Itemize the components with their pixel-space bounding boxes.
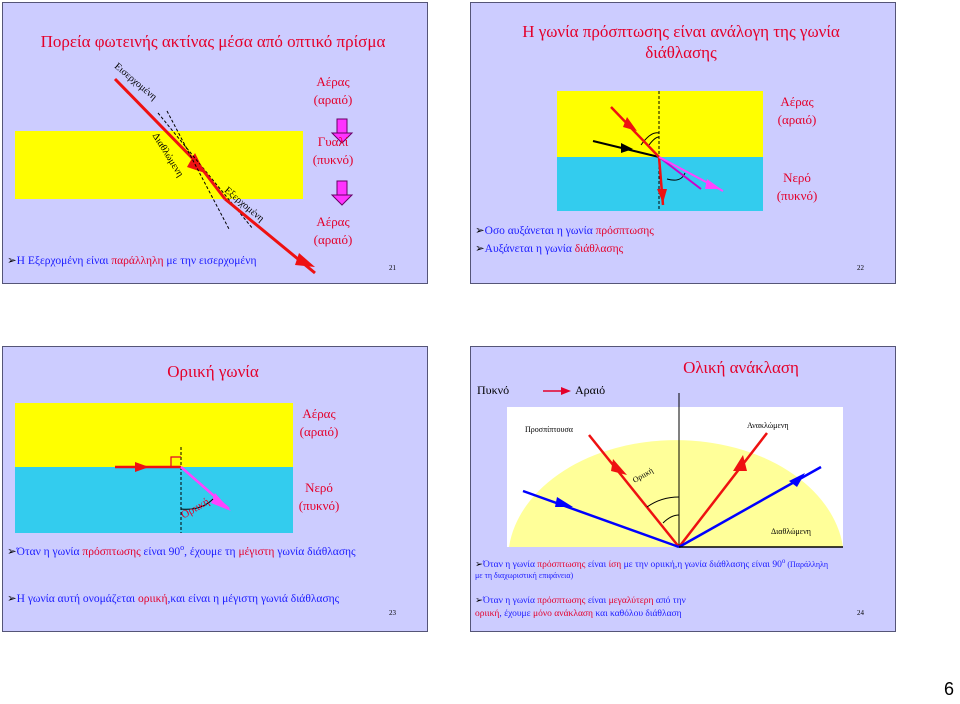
reflected-label: Ανακλώμενη [747, 421, 789, 430]
arrow-icon [295, 253, 315, 267]
incident-ray [588, 434, 680, 548]
bullet-greater-critical: ➢Όταν η γωνία πρόσπτωσης είναι μεγαλύτερ… [475, 596, 686, 606]
bullet-equal-critical: ➢Όταν η γωνία πρόσπτωσης είναι ίση με τη… [475, 557, 829, 571]
dense-label: Πυκνό [477, 383, 510, 397]
bullet-incidence: ➢Οσο αυξάνεται η γωνία πρόσπτωσης [475, 225, 654, 237]
page-number: 6 [943, 679, 954, 699]
water-label: Νερό (πυκνό) [298, 480, 340, 514]
bullet-refraction: ➢Αυξάνεται η γωνία διάθλασης [475, 243, 624, 255]
down-arrow-icon [336, 180, 348, 196]
air-label-top: Αέρας (αραιό) [313, 74, 353, 108]
slide-21-diagram [15, 77, 354, 275]
down-arrow-icon [336, 118, 348, 134]
slide-24: Ολική ανάκλαση Πυκνό Αραιό Προσπίπτουσα … [470, 346, 896, 632]
glass-layer [15, 131, 303, 199]
slide-number: 21 [389, 264, 396, 272]
arrow-right-icon [561, 387, 571, 395]
refracted-label: Διαθλώμενη [771, 527, 811, 536]
bullet-max-angle: ➢Όταν η γωνία πρόσπτωσης είναι 90ο, έχου… [7, 543, 356, 558]
bullet-greater-critical-line2: οριική, έχουμε μόνο ανάκλαση και καθόλου… [475, 609, 682, 619]
slide-24-title: Ολική ανάκλαση [683, 358, 799, 377]
half-disc [509, 440, 843, 547]
air-layer [15, 403, 293, 467]
slide-22: Η γωνία πρόσπτωσης είναι ανάλογη της γων… [470, 2, 896, 284]
slide-21-title: Πορεία φωτεινής ακτίνας μέσα από οπτικό … [40, 32, 386, 51]
slide-23-diagram [15, 403, 293, 533]
bullet-equal-critical-line2: με τη διαχωριστική επιφάνεια) [475, 571, 574, 580]
slide-22-title: Η γωνία πρόσπτωσης είναι ανάλογη της γων… [522, 22, 840, 63]
slide-21: Πορεία φωτεινής ακτίνας μέσα από οπτικό … [2, 2, 428, 284]
slide-number: 23 [389, 609, 396, 617]
air-label: Αέρας (αραιό) [299, 406, 339, 440]
slide-number: 22 [857, 264, 864, 272]
slide-number: 24 [857, 609, 864, 617]
air-layer [557, 91, 763, 157]
water-label: Νερό (πυκνό) [776, 170, 818, 204]
air-label: Αέρας (αραιό) [777, 94, 817, 128]
arrow-icon [621, 143, 633, 153]
slide-23: Οριική γωνία Αέρας (αραιό) Νερό (πυκνό) Ορ… [2, 346, 428, 632]
sparse-label: Αραιό [575, 383, 606, 397]
arrow-icon [611, 459, 627, 475]
bullet-parallel: ➢Η Εξερχομένη είναι παράλληλη με την εισ… [7, 255, 257, 267]
incoming-ray [113, 77, 201, 167]
arrow-icon [623, 117, 637, 131]
arrow-icon [555, 497, 573, 507]
bullet-critical-name: ➢Η γωνία αυτή ονομάζεται οριική,και είνα… [7, 593, 340, 605]
air-label-bottom: Αέρας (αραιό) [313, 214, 353, 248]
water-layer [15, 467, 293, 533]
arrow-icon [135, 462, 149, 472]
incident-label: Προσπίπτουσα [525, 425, 573, 434]
slide-22-diagram [557, 91, 763, 211]
slide-23-title: Οριική γωνία [167, 362, 259, 381]
glass-label: Γυαλί (πυκνό) [312, 134, 354, 168]
slide-24-diagram [507, 387, 843, 549]
refracted-ray [197, 164, 227, 200]
reflected-ray [678, 432, 768, 548]
